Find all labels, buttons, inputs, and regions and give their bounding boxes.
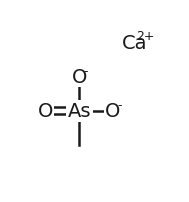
Text: As: As: [67, 102, 91, 121]
Text: O: O: [105, 102, 121, 121]
Text: -: -: [84, 65, 88, 78]
Text: -: -: [117, 99, 122, 112]
Text: 2+: 2+: [136, 30, 154, 43]
Text: O: O: [72, 68, 87, 87]
Text: Ca: Ca: [122, 34, 147, 52]
Text: O: O: [38, 102, 53, 121]
